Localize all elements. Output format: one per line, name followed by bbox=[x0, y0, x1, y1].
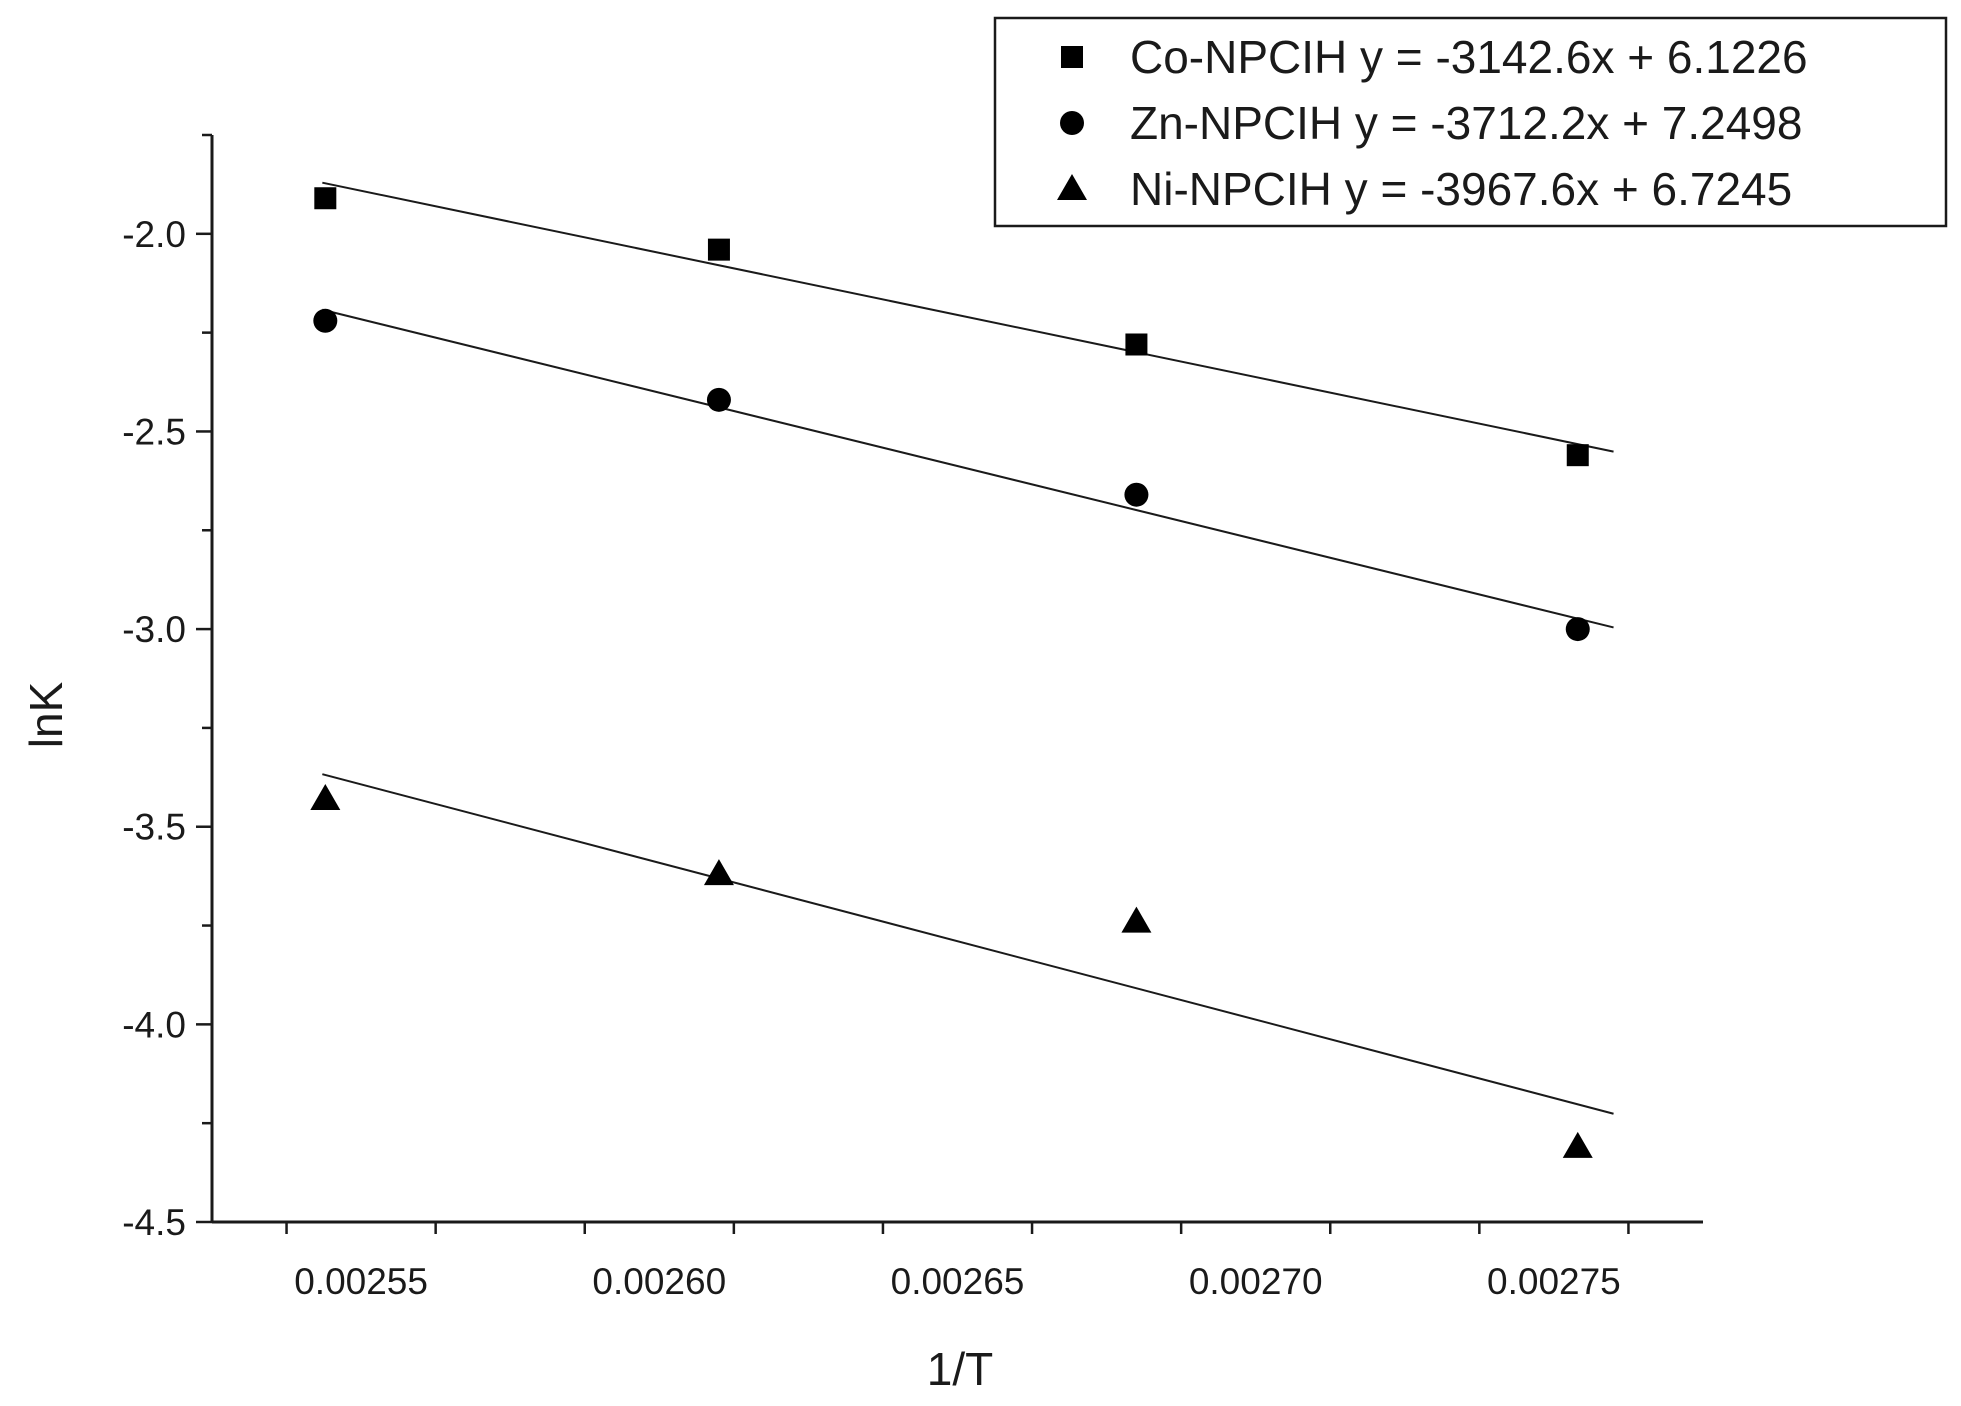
x-tick-label: 0.00255 bbox=[294, 1261, 428, 1302]
data-point bbox=[706, 387, 731, 412]
y-axis-title: lnK bbox=[20, 681, 72, 748]
data-point bbox=[313, 308, 338, 333]
data-markers bbox=[310, 187, 1593, 1158]
x-tick-label: 0.00265 bbox=[891, 1261, 1025, 1302]
y-tick-label: -3.0 bbox=[122, 609, 186, 650]
data-point bbox=[703, 859, 734, 886]
y-tick-label: -2.0 bbox=[122, 214, 186, 255]
data-point bbox=[1566, 444, 1589, 467]
x-axis: 0.00255 0.00260 0.00265 0.00270 0.00275 bbox=[285, 1222, 1630, 1302]
x-axis-title: 1/T bbox=[927, 1343, 993, 1395]
fit-line bbox=[322, 308, 1614, 629]
data-point bbox=[1562, 1131, 1593, 1158]
legend-marker bbox=[1057, 174, 1087, 200]
x-tick-label: 0.00260 bbox=[592, 1261, 726, 1302]
y-tick-label: -4.0 bbox=[122, 1004, 186, 1045]
x-tick-label: 0.00275 bbox=[1487, 1261, 1621, 1302]
fit-lines bbox=[322, 181, 1614, 1115]
y-tick-label: -4.5 bbox=[122, 1202, 186, 1243]
data-point bbox=[1125, 333, 1148, 356]
data-point bbox=[707, 238, 730, 261]
legend-label: Co-NPCIH y = -3142.6x + 6.1226 bbox=[1130, 31, 1808, 83]
x-tick-label: 0.00270 bbox=[1189, 1261, 1323, 1302]
y-tick-label: -2.5 bbox=[122, 411, 186, 452]
data-point bbox=[1124, 482, 1149, 507]
legend: Co-NPCIH y = -3142.6x + 6.1226 Zn-NPCIH y… bbox=[993, 16, 1948, 228]
plot-frame bbox=[210, 135, 1703, 1224]
legend-label: Ni-NPCIH y = -3967.6x + 6.7245 bbox=[1130, 163, 1792, 215]
legend-marker bbox=[1061, 46, 1083, 68]
y-tick-label: -3.5 bbox=[122, 807, 186, 848]
legend-box bbox=[993, 16, 1948, 228]
legend-marker bbox=[1060, 111, 1084, 135]
y-axis: -2.0 -2.5 -3.0 -3.5 -4.0 -4.5 bbox=[122, 133, 212, 1243]
legend-label: Zn-NPCIH y = -3712.2x + 7.2498 bbox=[1130, 97, 1802, 149]
data-point bbox=[310, 784, 341, 811]
fit-line bbox=[322, 773, 1614, 1115]
data-point bbox=[314, 187, 337, 210]
fit-line bbox=[322, 181, 1614, 453]
data-point bbox=[1121, 906, 1152, 933]
data-point bbox=[1565, 617, 1590, 642]
